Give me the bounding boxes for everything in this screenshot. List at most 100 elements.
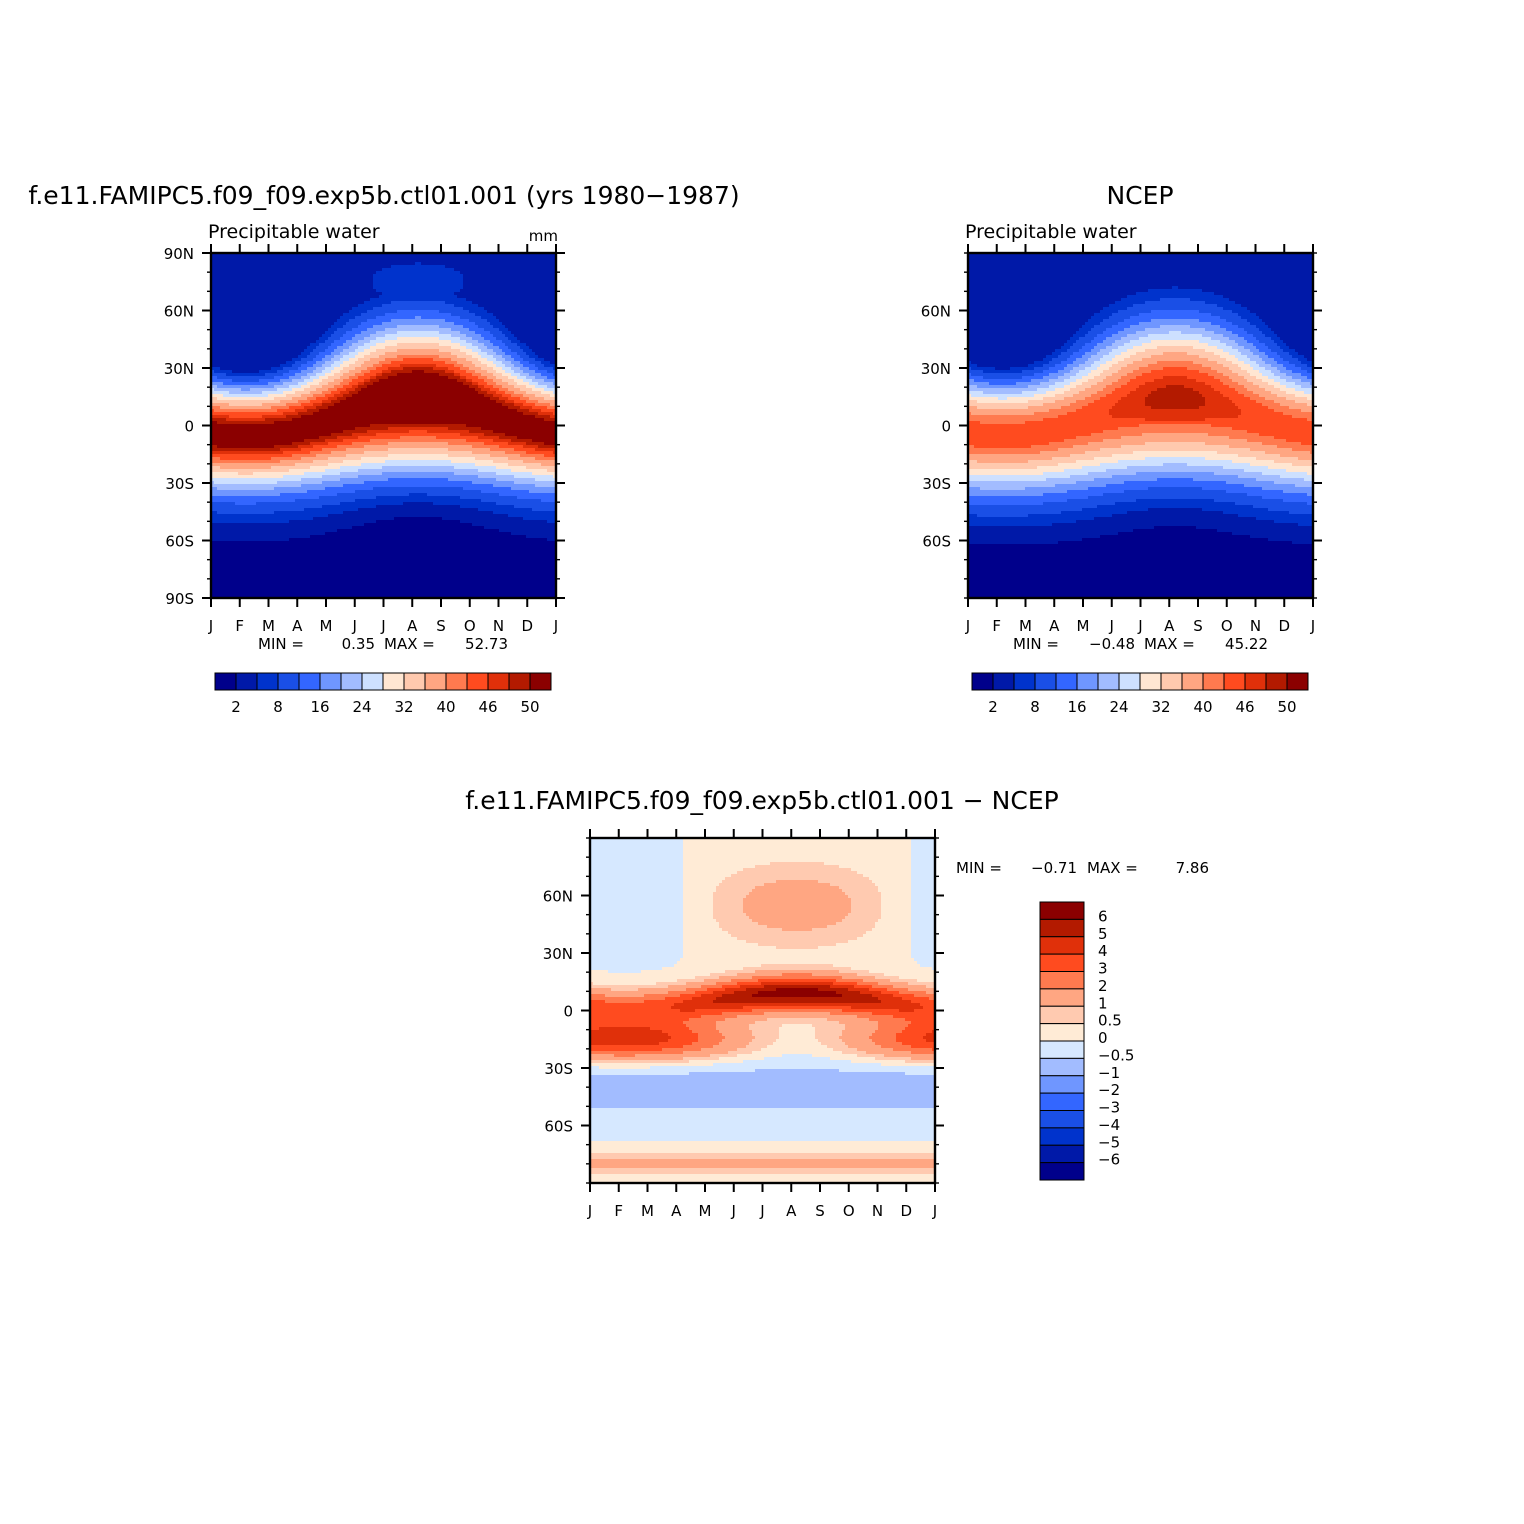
heatmap-cell xyxy=(346,292,350,296)
heatmap-cell xyxy=(517,298,521,302)
heatmap-cell xyxy=(406,259,410,263)
heatmap-cell xyxy=(232,271,236,275)
heatmap-cell xyxy=(526,304,530,308)
heatmap-cell xyxy=(532,274,536,278)
heatmap-cell xyxy=(232,262,236,266)
heatmap-cell xyxy=(430,283,434,287)
heatmap-cell xyxy=(499,295,503,299)
heatmap-cell xyxy=(445,274,449,278)
heatmap-cell xyxy=(430,292,434,296)
heatmap-cell xyxy=(229,274,233,278)
heatmap-cell xyxy=(268,310,272,314)
heatmap-cell xyxy=(265,280,269,284)
heatmap-cell xyxy=(220,280,224,284)
heatmap-cell xyxy=(412,310,416,314)
heatmap-cell xyxy=(478,283,482,287)
heatmap-cell xyxy=(370,277,374,281)
heatmap-cell xyxy=(358,268,362,272)
heatmap-cell xyxy=(256,253,260,257)
heatmap-cell xyxy=(529,298,533,302)
heatmap-cell xyxy=(316,259,320,263)
heatmap-cell xyxy=(397,265,401,269)
heatmap-cell xyxy=(271,259,275,263)
heatmap-cell xyxy=(532,277,536,281)
heatmap-cell xyxy=(313,265,317,269)
heatmap-cell xyxy=(289,307,293,311)
heatmap-cell xyxy=(460,298,464,302)
heatmap-cell xyxy=(535,280,539,284)
heatmap-cell xyxy=(466,271,470,275)
heatmap-cell xyxy=(460,253,464,257)
heatmap-cell xyxy=(325,277,329,281)
heatmap-cell xyxy=(487,262,491,266)
heatmap-cell xyxy=(469,304,473,308)
heatmap-cell xyxy=(298,277,302,281)
heatmap-cell xyxy=(439,310,443,314)
heatmap-cell xyxy=(490,262,494,266)
heatmap-cell xyxy=(466,283,470,287)
heatmap-cell xyxy=(463,268,467,272)
heatmap-cell xyxy=(481,265,485,269)
heatmap-cell xyxy=(523,268,527,272)
heatmap-cell xyxy=(541,307,545,311)
heatmap-cell xyxy=(361,292,365,296)
heatmap-cell xyxy=(460,277,464,281)
heatmap-cell xyxy=(457,274,461,278)
heatmap-cell xyxy=(478,304,482,308)
heatmap-cell xyxy=(232,304,236,308)
heatmap-cell xyxy=(229,271,233,275)
heatmap-cell xyxy=(547,253,551,257)
heatmap-cell xyxy=(265,307,269,311)
heatmap-cell xyxy=(223,304,227,308)
heatmap-cell xyxy=(514,292,518,296)
heatmap-cell xyxy=(244,277,248,281)
heatmap-cell xyxy=(352,298,356,302)
heatmap-cell xyxy=(412,277,416,281)
heatmap-cell xyxy=(466,292,470,296)
heatmap-cell xyxy=(295,274,299,278)
heatmap-cell xyxy=(238,286,242,290)
heatmap-cell xyxy=(472,253,476,257)
heatmap-cell xyxy=(427,286,431,290)
heatmap-cell xyxy=(532,304,536,308)
heatmap-cell xyxy=(250,268,254,272)
heatmap-cell xyxy=(343,277,347,281)
heatmap-cell xyxy=(514,262,518,266)
heatmap-cell xyxy=(247,280,251,284)
heatmap-cell xyxy=(460,268,464,272)
heatmap-cell xyxy=(520,259,524,263)
heatmap-cell xyxy=(298,298,302,302)
heatmap-cell xyxy=(364,298,368,302)
heatmap-cell xyxy=(355,259,359,263)
heatmap-cell xyxy=(331,301,335,305)
heatmap-cell xyxy=(328,262,332,266)
heatmap-cell xyxy=(211,301,215,305)
heatmap-cell xyxy=(322,286,326,290)
heatmap-cell xyxy=(298,256,302,260)
heatmap-cell xyxy=(241,274,245,278)
heatmap-cell xyxy=(274,262,278,266)
heatmap-cell xyxy=(247,259,251,263)
heatmap-cell xyxy=(211,253,215,257)
heatmap-cell xyxy=(364,310,368,314)
heatmap-cell xyxy=(520,286,524,290)
heatmap-cell xyxy=(310,286,314,290)
heatmap-cell xyxy=(319,274,323,278)
heatmap-cell xyxy=(508,256,512,260)
heatmap-cell xyxy=(307,259,311,263)
heatmap-cell xyxy=(367,313,371,317)
heatmap-cell xyxy=(325,295,329,299)
heatmap-cell xyxy=(553,256,557,260)
heatmap-cell xyxy=(226,304,230,308)
heatmap-cell xyxy=(265,313,269,317)
heatmap-cell xyxy=(448,304,452,308)
heatmap-cell xyxy=(400,271,404,275)
heatmap-cell xyxy=(391,283,395,287)
heatmap-cell xyxy=(517,268,521,272)
heatmap-cell xyxy=(496,310,500,314)
heatmap-cell xyxy=(487,256,491,260)
heatmap-cell xyxy=(334,301,338,305)
heatmap-cell xyxy=(529,295,533,299)
heatmap-cell xyxy=(385,310,389,314)
heatmap-cell xyxy=(229,289,233,293)
